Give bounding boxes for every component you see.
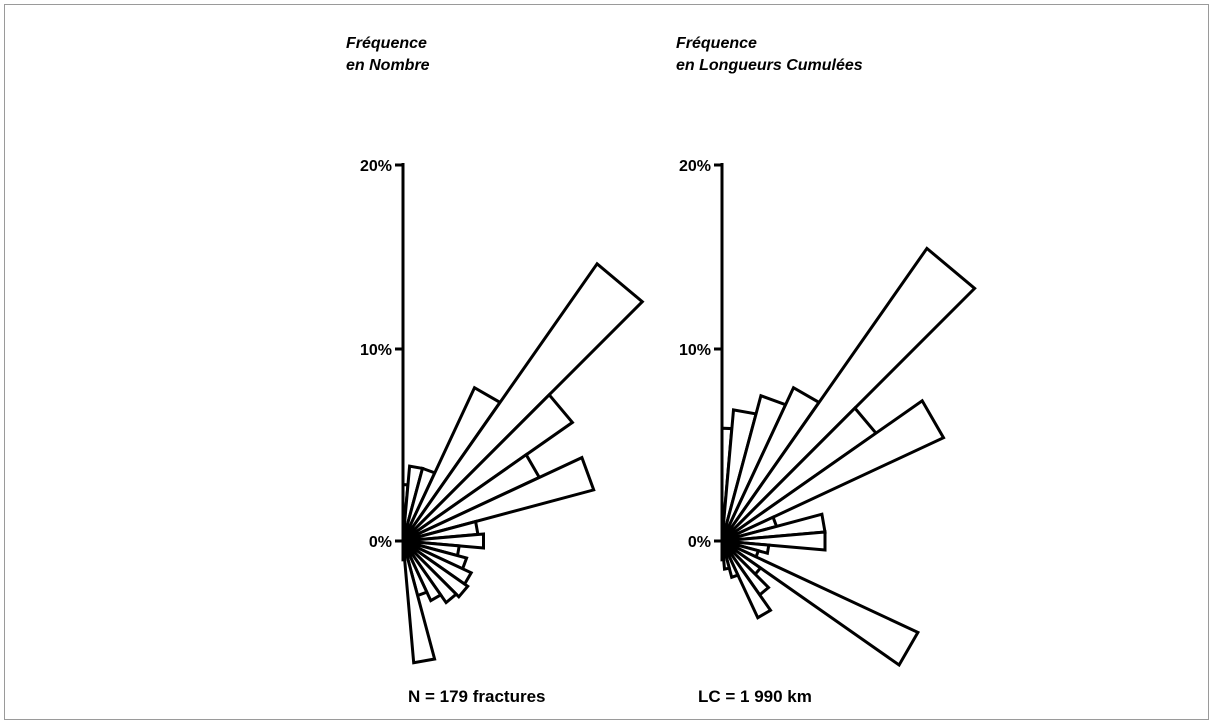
rose-petal-150 — [720, 540, 773, 620]
petals-group — [720, 246, 977, 668]
tick-label-20: 20% — [679, 158, 711, 175]
rose-chart-length: Fréquence en Longueurs Cumulées 20% 10% … — [676, 35, 977, 706]
chart-title-line-1: Fréquence — [676, 35, 757, 52]
sample-count-note: N = 179 fractures — [408, 687, 546, 706]
rose-petal-180 — [720, 540, 726, 562]
tick-label-0: 0% — [369, 534, 392, 551]
chart-title-line-1: Fréquence — [346, 35, 427, 52]
rose-petal-70 — [402, 455, 596, 543]
tick-label-0: 0% — [688, 534, 711, 551]
total-length-note: LC = 1 990 km — [698, 687, 812, 706]
tick-label-10: 10% — [679, 342, 711, 359]
rose-petal-120 — [721, 539, 921, 668]
rose-petal-180 — [401, 540, 407, 562]
tick-label-20: 20% — [360, 158, 392, 175]
rose-petal-90 — [721, 530, 827, 552]
tick-label-10: 10% — [360, 342, 392, 359]
figure-frame — [4, 4, 1209, 720]
rose-petal-170 — [401, 540, 437, 665]
rose-petal-60 — [721, 398, 946, 543]
chart-title-line-2: en Nombre — [346, 57, 430, 74]
rose-chart-count: Fréquence en Nombre 20% 10% 0% N = 179 f… — [346, 35, 645, 706]
petals-group — [401, 261, 645, 665]
chart-title-line-2: en Longueurs Cumulées — [676, 57, 863, 74]
